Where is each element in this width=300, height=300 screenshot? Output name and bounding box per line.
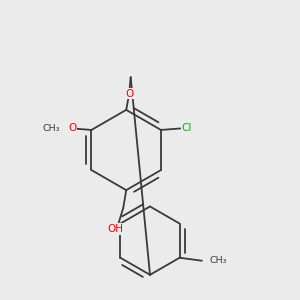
Text: OH: OH	[108, 224, 124, 234]
Text: CH₃: CH₃	[209, 256, 227, 265]
Text: O: O	[125, 88, 133, 98]
Text: O: O	[68, 124, 76, 134]
Text: CH₃: CH₃	[42, 124, 59, 133]
Text: Cl: Cl	[182, 124, 192, 134]
